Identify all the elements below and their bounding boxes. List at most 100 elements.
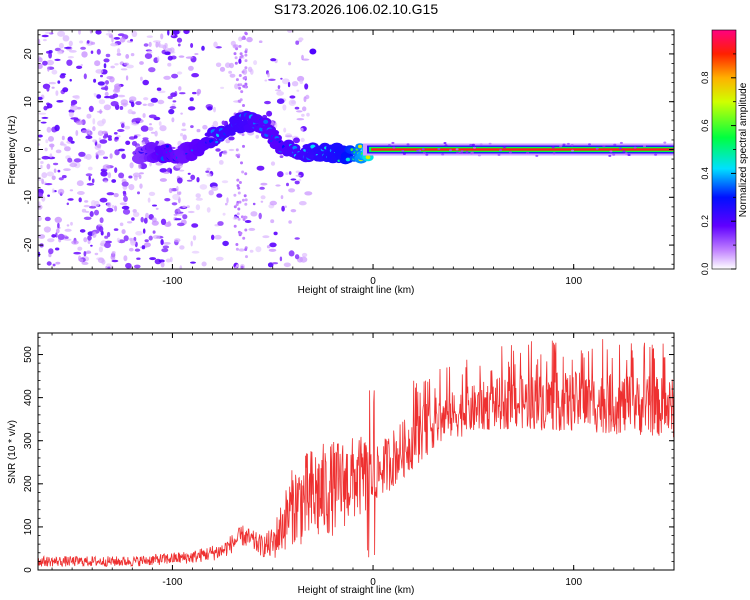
heatmap-noise-blob [69, 50, 77, 53]
heatmap-ridge-core [365, 155, 371, 160]
heatmap-noise-blob [167, 55, 173, 61]
heatmap-noise-blob [57, 188, 65, 195]
heatmap-noise-blob [140, 76, 143, 81]
heatmap-noise-blob [46, 163, 51, 170]
heatmap-noise-blob [169, 168, 173, 174]
heatmap-noise-blob [41, 34, 49, 38]
heatmap-noise-blob [109, 95, 116, 99]
heatmap-noise-blob [274, 122, 278, 129]
heatmap-noise-blob [205, 170, 210, 173]
heatmap-noise-blob [303, 96, 307, 103]
heatmap-noise-blob [201, 261, 207, 267]
heatmap-noise-blob [176, 185, 179, 192]
heatmap-line-speckle [566, 142, 570, 145]
snr-x-tick-label: 100 [565, 577, 582, 588]
heatmap-noise-blob [233, 52, 237, 56]
heatmap-noise-blob [290, 178, 297, 181]
heatmap-noise-blob [123, 195, 128, 202]
heatmap-noise-blob [55, 90, 59, 96]
heatmap-noise-blob [67, 56, 74, 59]
heatmap-noise-blob [114, 63, 119, 66]
heatmap-noise-blob [244, 248, 248, 251]
heatmap-noise-blob [174, 238, 181, 243]
heatmap-noise-blob [189, 97, 194, 102]
heatmap-noise-blob [206, 106, 213, 111]
heatmap-noise-blob [50, 144, 54, 151]
heatmap-line-speckle [460, 150, 464, 153]
heatmap-noise-blob [97, 120, 105, 127]
heatmap-noise-blob [148, 126, 154, 131]
heatmap-noise-blob [240, 161, 243, 165]
heatmap-noise-blob [62, 87, 69, 93]
heatmap-noise-blob [130, 38, 133, 42]
heatmap-noise-blob [129, 96, 137, 102]
heatmap-noise-blob [284, 205, 287, 208]
heatmap-noise-blob [267, 262, 274, 268]
heatmap-noise-blob [233, 205, 237, 209]
heatmap-noise-blob [43, 39, 47, 42]
heatmap-noise-blob [140, 216, 144, 223]
heatmap-noise-blob [119, 37, 126, 43]
heatmap-noise-blob [128, 184, 135, 191]
heatmap-noise-blob [148, 235, 153, 241]
heatmap-noise-blob [142, 137, 149, 141]
heatmap-noise-blob [255, 246, 262, 253]
heatmap-line-speckle [444, 144, 448, 147]
heatmap-noise-blob [47, 238, 55, 243]
heatmap-noise-blob [190, 174, 196, 180]
heatmap-noise-blob [240, 90, 244, 94]
heatmap-noise-blob [160, 261, 165, 268]
heatmap-noise-blob [242, 104, 245, 107]
heatmap-noise-blob [142, 79, 149, 86]
heatmap-noise-blob [274, 89, 282, 92]
heatmap-noise-blob [88, 175, 91, 181]
spectrogram-x-axis-label: Height of straight line (km) [298, 285, 415, 296]
heatmap-noise-blob [143, 97, 149, 101]
heatmap-noise-blob [178, 86, 182, 91]
heatmap-ridge-core [303, 148, 307, 152]
heatmap-noise-blob [241, 198, 245, 202]
heatmap-noise-blob [64, 238, 72, 241]
heatmap-noise-blob [242, 84, 246, 88]
heatmap-noise-blob [79, 40, 84, 44]
heatmap-noise-blob [122, 208, 131, 215]
heatmap-noise-blob [211, 234, 215, 240]
heatmap-noise-blob [304, 191, 313, 196]
heatmap-noise-blob [182, 134, 187, 141]
heatmap-noise-blob [38, 192, 43, 198]
heatmap-noise-blob [215, 148, 221, 152]
heatmap-noise-blob [54, 124, 60, 132]
heatmap-noise-blob [164, 198, 171, 202]
heatmap-noise-blob [270, 58, 277, 62]
heatmap-noise-blob [162, 245, 170, 249]
heatmap-noise-blob [158, 259, 165, 263]
heatmap-noise-blob [83, 216, 92, 220]
heatmap-noise-blob [64, 236, 69, 239]
heatmap-noise-blob [273, 231, 278, 236]
heatmap-noise-blob [158, 44, 166, 48]
heatmap-line-speckle [441, 153, 445, 156]
heatmap-noise-blob [195, 197, 203, 201]
heatmap-noise-blob [107, 135, 112, 139]
heatmap-noise-blob [81, 261, 89, 265]
heatmap-noise-blob [176, 222, 185, 227]
spectrogram-y-tick-label: 0 [23, 146, 34, 152]
heatmap-line-speckle [406, 143, 410, 146]
heatmap-noise-blob [118, 148, 125, 152]
heatmap-noise-blob [241, 37, 245, 40]
heatmap-noise-blob [88, 131, 93, 136]
heatmap-noise-blob [244, 82, 248, 86]
heatmap-noise-blob [53, 162, 59, 166]
heatmap-noise-blob [111, 259, 119, 263]
heatmap-noise-blob [155, 207, 159, 210]
heatmap-noise-blob [277, 85, 281, 90]
heatmap-ridge-core [350, 148, 354, 152]
heatmap-noise-blob [196, 128, 201, 133]
heatmap-noise-blob [244, 228, 248, 232]
heatmap-noise-blob [276, 91, 284, 96]
heatmap-noise-blob [267, 72, 270, 78]
heatmap-noise-blob [52, 263, 56, 267]
heatmap-noise-blob [187, 210, 195, 214]
heatmap-noise-blob [208, 190, 214, 196]
heatmap-noise-blob [161, 248, 169, 253]
